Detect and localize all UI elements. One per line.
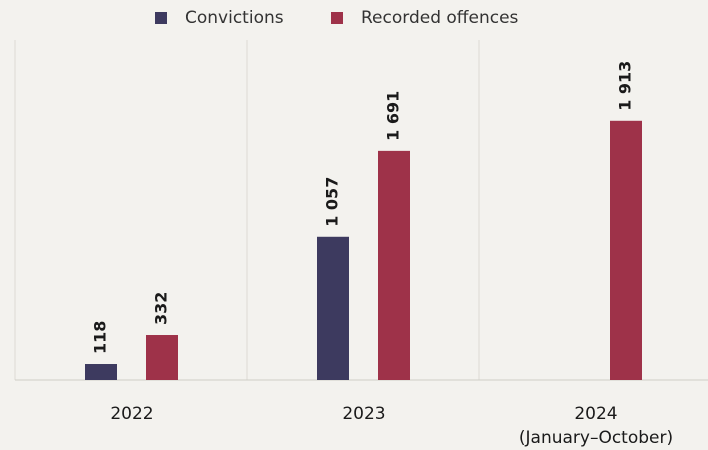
data-label: 332 xyxy=(152,292,171,325)
legend-swatch xyxy=(155,12,167,24)
legend-label: Convictions xyxy=(185,8,284,28)
legend-swatch xyxy=(331,12,343,24)
bar xyxy=(146,335,178,380)
data-label: 1 913 xyxy=(616,61,635,111)
bar xyxy=(317,236,349,380)
x-tick-label: 2023 xyxy=(342,404,385,424)
data-label: 118 xyxy=(91,321,110,354)
bar xyxy=(610,120,642,380)
x-tick-label: 2022 xyxy=(110,404,153,424)
legend-label: Recorded offences xyxy=(361,8,519,28)
bar xyxy=(378,150,410,380)
bar xyxy=(85,364,117,380)
data-label: 1 057 xyxy=(323,177,342,227)
data-label: 1 691 xyxy=(384,91,403,141)
x-tick-note: (January–October) xyxy=(519,428,673,448)
x-tick-label: 2024 xyxy=(574,404,617,424)
